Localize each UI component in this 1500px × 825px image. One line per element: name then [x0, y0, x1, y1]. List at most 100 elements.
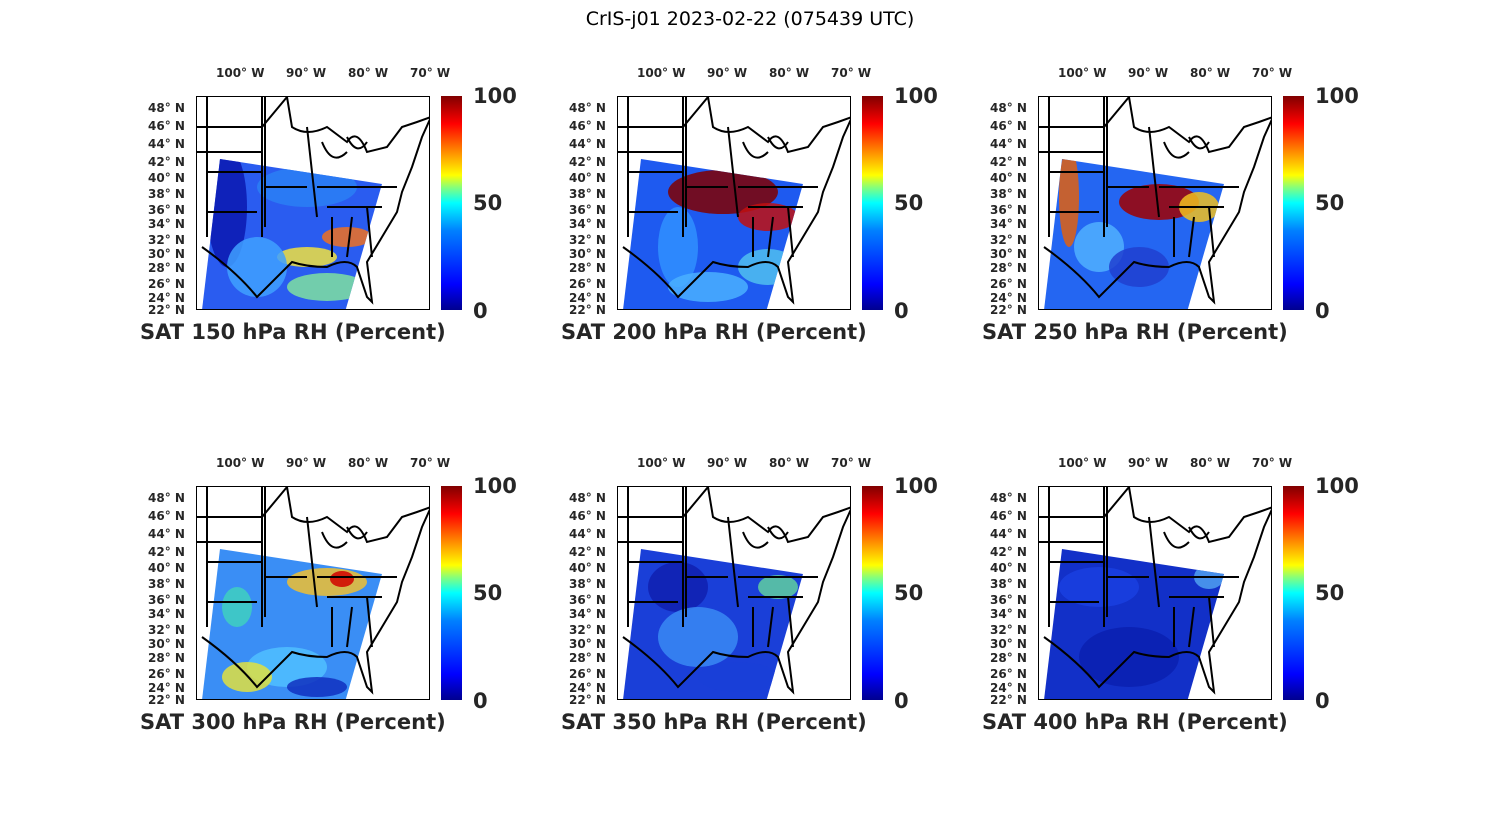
map-panel-200: 100° W 90° W 80° W 70° W 48° N 46° N 44° N 42° …: [561, 60, 981, 360]
lat-label: 30° N: [148, 637, 185, 651]
lon-label: 100° W: [637, 456, 686, 470]
rh-region: [227, 237, 287, 297]
lat-label: 42° N: [148, 545, 185, 559]
colorbar-tick: 0: [473, 689, 488, 713]
lat-label: 44° N: [569, 137, 606, 151]
colorbar-tick: 50: [473, 581, 503, 605]
colorbar: [441, 486, 462, 700]
lat-label: 22° N: [990, 693, 1027, 707]
lat-label: 46° N: [569, 509, 606, 523]
lat-label: 26° N: [148, 277, 185, 291]
rh-region: [322, 227, 372, 247]
lat-label: 24° N: [148, 681, 185, 695]
rh-region: [330, 571, 354, 587]
panel-title: SAT 300 hPa RH (Percent): [140, 710, 446, 734]
lat-label: 30° N: [990, 637, 1027, 651]
lat-label: 30° N: [569, 637, 606, 651]
lat-label: 46° N: [148, 509, 185, 523]
lat-label: 28° N: [990, 651, 1027, 665]
rh-region: [658, 607, 738, 667]
lat-label: 48° N: [990, 101, 1027, 115]
lat-label: 36° N: [569, 203, 606, 217]
lon-label: 70° W: [831, 456, 872, 470]
colorbar-tick: 100: [473, 84, 517, 108]
state-boundaries: [197, 97, 429, 305]
colorbar-tick: 0: [894, 689, 909, 713]
lat-label: 48° N: [990, 491, 1027, 505]
rh-region: [287, 273, 367, 301]
lat-label: 24° N: [990, 681, 1027, 695]
lat-label: 24° N: [569, 291, 606, 305]
lat-label: 34° N: [990, 607, 1027, 621]
lat-label: 38° N: [148, 577, 185, 591]
lat-label: 42° N: [990, 155, 1027, 169]
lon-label: 90° W: [286, 456, 327, 470]
map-panel-150: 100° W 90° W 80° W 70° W 48° N 46° N 44° N 42° …: [140, 60, 560, 360]
lat-label: 44° N: [990, 137, 1027, 151]
lat-label: 38° N: [990, 187, 1027, 201]
lat-label: 36° N: [148, 593, 185, 607]
lat-label: 48° N: [569, 491, 606, 505]
lon-label: 100° W: [637, 66, 686, 80]
lon-label: 100° W: [216, 456, 265, 470]
lat-label: 22° N: [569, 303, 606, 317]
lat-label: 26° N: [569, 667, 606, 681]
lon-label: 70° W: [410, 456, 451, 470]
panel-title: SAT 250 hPa RH (Percent): [982, 320, 1288, 344]
lat-label: 40° N: [569, 171, 606, 185]
lat-label: 22° N: [148, 303, 185, 317]
lat-label: 40° N: [569, 561, 606, 575]
lat-label: 32° N: [148, 623, 185, 637]
state-boundaries: [618, 487, 850, 695]
lon-label: 80° W: [769, 456, 810, 470]
colorbar-tick: 0: [894, 299, 909, 323]
lat-label: 36° N: [148, 203, 185, 217]
rh-region: [648, 562, 708, 612]
lat-label: 28° N: [148, 651, 185, 665]
lat-label: 42° N: [990, 545, 1027, 559]
lat-label: 44° N: [990, 527, 1027, 541]
lat-label: 38° N: [569, 577, 606, 591]
rh-region: [222, 587, 252, 627]
colorbar: [862, 96, 883, 310]
figure-title: CrIS-j01 2023-02-22 (075439 UTC): [585, 8, 915, 30]
lat-label: 36° N: [990, 593, 1027, 607]
colorbar-tick: 50: [1315, 191, 1345, 215]
lat-label: 34° N: [148, 217, 185, 231]
map-axes: [617, 486, 851, 700]
map-axes: [196, 486, 430, 700]
lat-label: 32° N: [148, 233, 185, 247]
lon-label: 90° W: [1128, 456, 1169, 470]
lat-label: 24° N: [148, 291, 185, 305]
lat-label: 34° N: [148, 607, 185, 621]
lon-label: 80° W: [1190, 66, 1231, 80]
lat-label: 48° N: [148, 101, 185, 115]
lat-label: 42° N: [148, 155, 185, 169]
lon-label: 90° W: [286, 66, 327, 80]
map-axes: [617, 96, 851, 310]
rh-region: [1119, 184, 1199, 220]
lat-label: 26° N: [148, 667, 185, 681]
lon-label: 80° W: [348, 66, 389, 80]
lat-label: 28° N: [990, 261, 1027, 275]
colorbar-tick: 0: [1315, 299, 1330, 323]
map-axes: [196, 96, 430, 310]
state-boundaries: [1039, 487, 1271, 695]
map-panel-300: 100° W 90° W 80° W 70° W 48° N 46° N 44° N 42° …: [140, 450, 560, 750]
lon-label: 70° W: [410, 66, 451, 80]
lon-label: 80° W: [1190, 456, 1231, 470]
colorbar: [441, 96, 462, 310]
rh-region: [287, 568, 367, 596]
lat-label: 40° N: [148, 171, 185, 185]
lat-label: 38° N: [569, 187, 606, 201]
rh-region: [222, 662, 272, 692]
lon-label: 100° W: [1058, 456, 1107, 470]
lat-label: 46° N: [990, 509, 1027, 523]
rh-region: [287, 677, 347, 697]
lon-label: 70° W: [831, 66, 872, 80]
lat-label: 44° N: [148, 137, 185, 151]
state-boundaries: [1039, 97, 1271, 305]
lon-label: 80° W: [348, 456, 389, 470]
lat-label: 48° N: [148, 491, 185, 505]
colorbar-tick: 0: [1315, 689, 1330, 713]
